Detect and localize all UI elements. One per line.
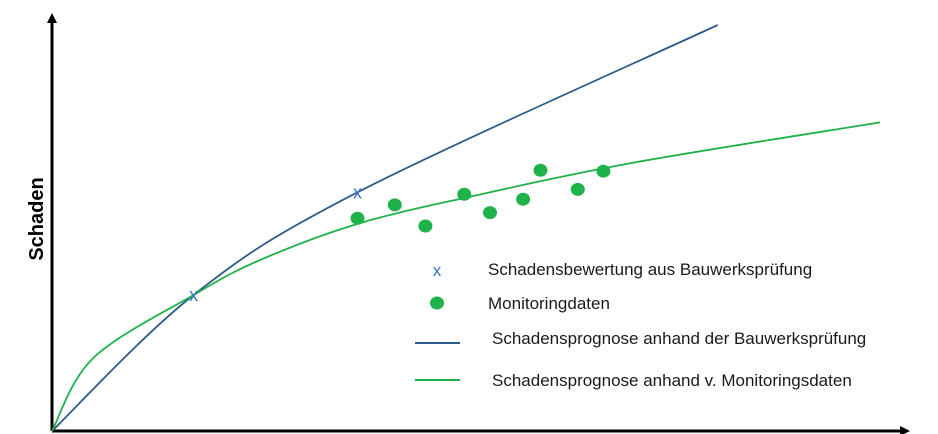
legend-item-monitoring-dots: Monitoringdaten [430,294,610,313]
legend-item-inspection-line: Schadensprognose anhand der Bauwerksprüf… [415,329,866,348]
legend: x Schadensbewertung aus Bauwerksprüfung … [415,260,866,390]
monitoring-data-point [457,187,472,201]
legend-label-monitoring: Monitoringdaten [488,294,610,313]
inspection-data-point: x [353,182,362,202]
monitoring-data-point [570,182,585,196]
legend-dot-symbol [430,296,444,310]
monitoring-data-point [350,211,365,225]
monitoring-data-point [516,192,531,206]
monitoring-data-point [596,164,611,178]
monitoring-data-point [533,163,548,177]
monitoring-data-point [387,198,402,212]
legend-item-monitoring-line: Schadensprognose anhand v. Monitoringsda… [415,371,852,390]
series-line-inspection-prognosis [51,24,719,432]
inspection-data-point: x [189,285,198,305]
legend-label-monitoring-prognosis: Schadensprognose anhand v. Monitoringsda… [492,371,852,390]
legend-item-inspection-marker: x Schadensbewertung aus Bauwerksprüfung [433,260,812,280]
plot-marks: xx [189,163,611,305]
legend-label-inspection: Schadensbewertung aus Bauwerksprüfung [488,260,812,279]
y-axis-label: Schaden [26,177,48,260]
legend-x-symbol: x [433,261,442,280]
monitoring-data-point [418,219,433,233]
legend-label-inspection-prognosis: Schadensprognose anhand der Bauwerksprüf… [492,329,866,348]
monitoring-data-point [483,206,497,220]
